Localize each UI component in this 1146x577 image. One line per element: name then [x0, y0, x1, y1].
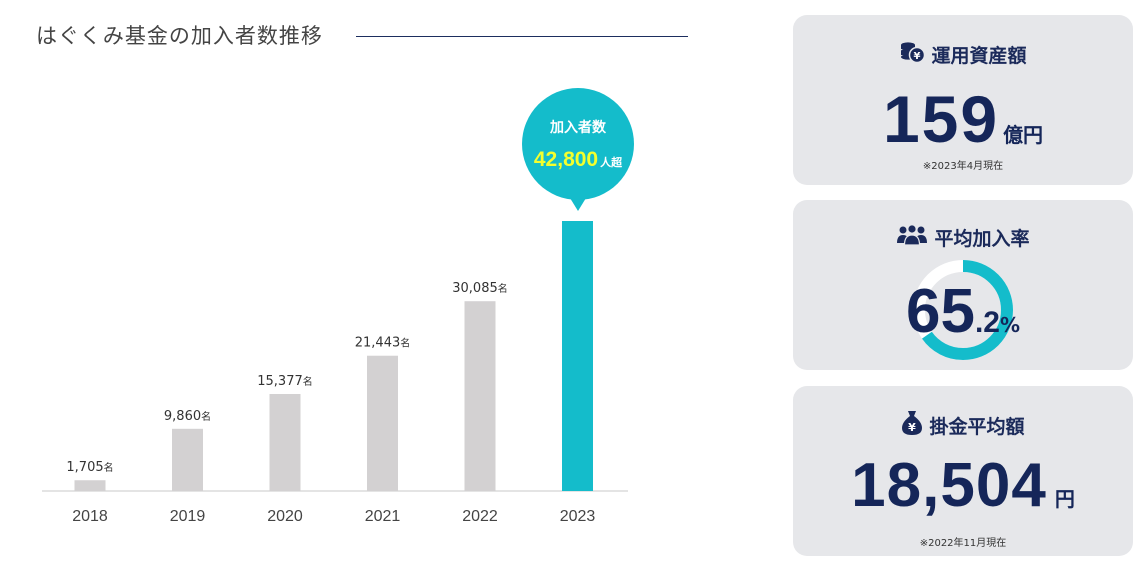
bubble-circle	[522, 88, 634, 200]
chart-panel: 1,705名 2018 9,860名 2019 15,377名 2020 21,443名 20…	[36, 24, 688, 525]
contrib-card-title: 掛金平均額	[929, 416, 1025, 438]
assets-card: ¥ 運用資産額 159 億円 ※2023年4月現在	[793, 15, 1133, 185]
contrib-value-row: 18,504 円	[793, 450, 1133, 521]
chart-title: はぐくみ基金の加入者数推移	[36, 24, 323, 48]
money-bag-yen-icon: ¥	[901, 410, 923, 441]
bar-2018	[74, 480, 106, 491]
coins-yen-icon: ¥	[899, 39, 926, 70]
assets-card-title: 運用資産額	[931, 45, 1027, 67]
rate-donut	[913, 260, 1013, 360]
svg-text:¥: ¥	[909, 421, 917, 434]
bubble-value-line: 42,800 人超	[534, 148, 623, 171]
x-tick-label-2021: 2021	[365, 508, 401, 525]
rate-value-int: 65	[905, 277, 975, 346]
assets-note: ※2023年4月現在	[922, 161, 1004, 172]
contrib-note: ※2022年11月現在	[919, 538, 1007, 549]
x-tick-label-2023: 2023	[560, 508, 596, 525]
x-tick-label-2019: 2019	[170, 508, 206, 525]
contrib-card: ¥ 掛金平均額 18,504 円 ※2022年11月現在	[793, 386, 1133, 556]
bar-value-label-2020: 15,377名	[257, 374, 313, 389]
rate-card-title: 平均加入率	[934, 228, 1030, 250]
bar-2023	[562, 221, 593, 491]
bar-2022	[464, 301, 496, 491]
contrib-card-header: ¥ 掛金平均額	[793, 410, 1133, 441]
bar-2020	[269, 393, 301, 491]
bar-value-label-2021: 21,443名	[355, 336, 411, 351]
rate-arc	[913, 260, 1013, 360]
people-group-icon	[896, 224, 928, 251]
x-tick-label-2022: 2022	[462, 508, 498, 525]
assets-value-row: 159 億円	[793, 81, 1133, 157]
x-tick-label-2020: 2020	[267, 508, 303, 525]
assets-card-header: ¥ 運用資産額	[793, 39, 1133, 70]
rate-value-dec: .2	[974, 306, 1000, 339]
bubble-value: 42,800	[534, 148, 598, 171]
bubble-unit: 人超	[600, 155, 623, 169]
contrib-unit: 円	[1054, 487, 1075, 511]
svg-text:¥: ¥	[914, 51, 921, 62]
assets-value: 159	[882, 82, 1000, 156]
assets-unit: 億円	[1003, 123, 1044, 147]
bar-value-label-2018: 1,705名	[66, 460, 113, 475]
bar-value-label-2019: 9,860名	[164, 409, 211, 424]
bar-2021	[367, 355, 398, 491]
rate-unit: %	[999, 313, 1021, 337]
bar-2019	[172, 428, 203, 491]
bar-value-label-2022: 30,085名	[452, 281, 508, 296]
bubble-title: 加入者数	[549, 119, 607, 136]
title-rule	[356, 36, 688, 37]
highlight-bubble: 加入者数 42,800 人超	[522, 88, 634, 211]
rate-card: 平均加入率 65.2%	[793, 200, 1133, 370]
contrib-value: 18,504	[851, 451, 1047, 520]
bubble-pointer	[570, 198, 586, 211]
rate-card-header: 平均加入率	[793, 224, 1133, 251]
bar-chart: 1,705名 2018 9,860名 2019 15,377名 2020 21,443名 20…	[42, 88, 634, 525]
rate-value-row: 65.2%	[793, 276, 1133, 347]
x-tick-label-2018: 2018	[72, 508, 108, 525]
